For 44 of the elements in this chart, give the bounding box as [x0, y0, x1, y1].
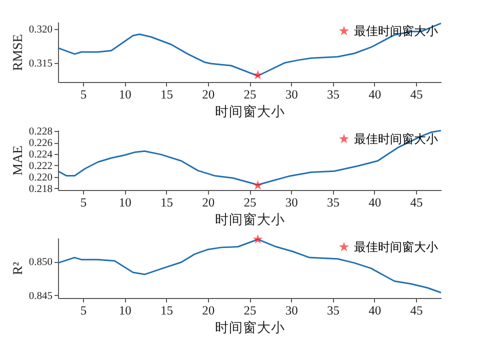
- x-axis-title: 时间窗大小: [215, 320, 285, 335]
- x-axis-title: 时间窗大小: [215, 104, 285, 119]
- x-tick-label: 35: [327, 304, 340, 318]
- x-tick-label: 5: [80, 88, 87, 102]
- y-tick-label: 0.315: [28, 58, 52, 70]
- x-tick-label: 30: [285, 88, 298, 102]
- x-tick-label: 10: [118, 304, 132, 318]
- x-tick-label: 35: [327, 88, 340, 102]
- y-tick-label: 0.228: [28, 126, 52, 138]
- x-tick-label: 5: [80, 304, 87, 318]
- x-tick-label: 35: [327, 196, 340, 210]
- x-tick-label: 20: [202, 196, 215, 210]
- y-tick-label: 0.226: [28, 138, 52, 150]
- y-tick-label: 0.218: [28, 184, 52, 195]
- x-tick-label: 5: [80, 196, 87, 210]
- x-tick-label: 40: [368, 88, 382, 102]
- x-tick-label: 25: [244, 88, 256, 102]
- x-tick-label: 15: [160, 196, 173, 210]
- y-tick-label: 0.224: [28, 150, 54, 160]
- x-tick-label: 25: [244, 304, 256, 318]
- y-tick-label: 0.850: [28, 257, 52, 268]
- x-tick-label: 45: [410, 88, 423, 102]
- x-tick-label: 10: [118, 196, 132, 210]
- x-tick-label: 10: [118, 88, 132, 102]
- x-tick-label: 15: [160, 304, 173, 318]
- x-tick-label: 40: [368, 196, 382, 210]
- x-tick-label: 45: [410, 196, 423, 210]
- y-axis-title: RMSE: [10, 34, 25, 71]
- y-axis-title: MAE: [10, 146, 25, 176]
- x-tick-label: 25: [244, 196, 256, 210]
- x-tick-label: 45: [410, 304, 423, 318]
- legend-label: 最佳时间窗大小: [354, 240, 438, 254]
- y-axis-title: R²: [10, 262, 25, 276]
- y-tick-label: 0.222: [28, 160, 52, 172]
- x-tick-label: 15: [160, 88, 173, 102]
- y-tick-label: 0.845: [28, 290, 52, 302]
- x-tick-label: 30: [285, 304, 298, 318]
- x-tick-label: 20: [202, 88, 215, 102]
- x-tick-label: 30: [285, 196, 298, 210]
- y-tick-label: 0.320: [28, 24, 52, 36]
- y-tick-label: 0.220: [28, 172, 52, 184]
- x-axis-title: 时间窗大小: [215, 212, 285, 227]
- x-tick-label: 20: [202, 304, 215, 318]
- x-tick-label: 40: [368, 304, 382, 318]
